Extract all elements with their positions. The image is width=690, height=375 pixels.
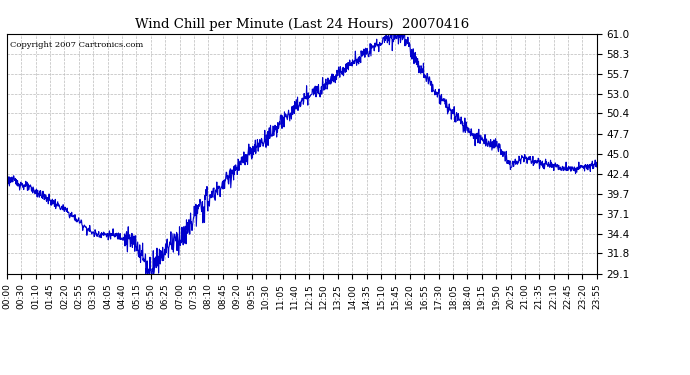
Title: Wind Chill per Minute (Last 24 Hours)  20070416: Wind Chill per Minute (Last 24 Hours) 20… [135,18,469,31]
Text: Copyright 2007 Cartronics.com: Copyright 2007 Cartronics.com [10,41,143,49]
